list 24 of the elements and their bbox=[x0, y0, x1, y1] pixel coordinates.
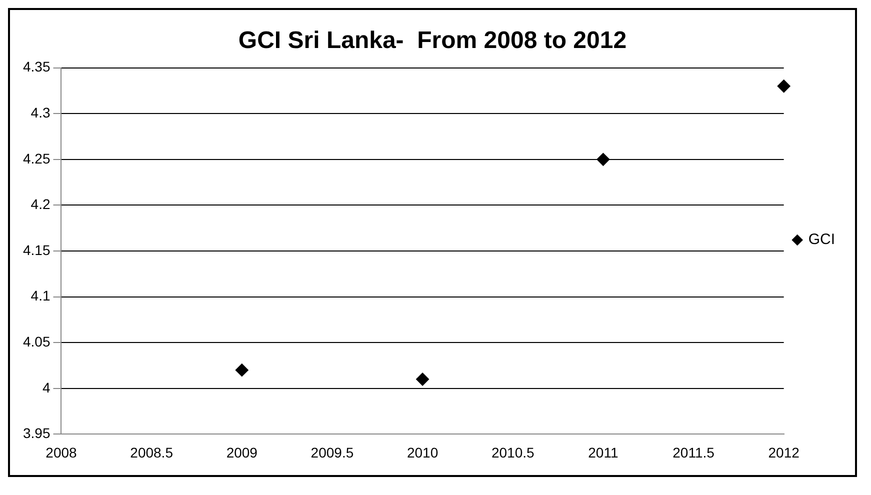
y-tick-label: 3.95 bbox=[23, 425, 50, 442]
x-tick-label: 2008 bbox=[46, 444, 78, 460]
x-tick-label: 2011.5 bbox=[672, 444, 715, 460]
x-tick-label: 2008.5 bbox=[130, 444, 174, 460]
point bbox=[416, 372, 430, 386]
legend-label: GCI bbox=[808, 231, 836, 248]
y-tick-label: 4.25 bbox=[23, 150, 50, 166]
x-tick-label: 2009.5 bbox=[310, 444, 354, 460]
y-tick-label: 4.1 bbox=[30, 288, 50, 304]
x-tick-label: 2010 bbox=[406, 444, 438, 460]
point bbox=[777, 80, 790, 93]
y-tick-label: 4.15 bbox=[23, 242, 50, 258]
y-tick-label: 4.35 bbox=[23, 58, 50, 75]
x-tick-label: 2009 bbox=[226, 444, 258, 460]
point bbox=[235, 364, 248, 377]
chart-title: GCI Sri Lanka- From 2008 to 2012 bbox=[238, 27, 627, 54]
point bbox=[596, 152, 610, 166]
y-tick-label: 4 bbox=[42, 379, 50, 396]
y-tick-label: 4.3 bbox=[30, 104, 50, 120]
x-tick-label: 2011 bbox=[588, 444, 618, 460]
y-tick-label: 4.2 bbox=[30, 196, 50, 212]
y-tick-label: 4.05 bbox=[23, 333, 50, 350]
x-tick-label: 2010.5 bbox=[491, 444, 534, 460]
x-tick-label: 2012 bbox=[768, 444, 800, 460]
